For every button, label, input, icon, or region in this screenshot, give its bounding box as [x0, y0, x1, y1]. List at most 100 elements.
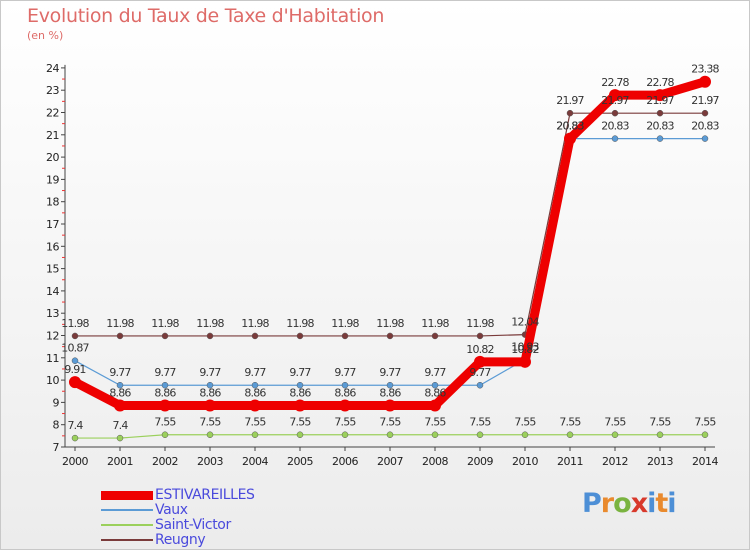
chart-title: Evolution du Taux de Taxe d'Habitation: [27, 5, 385, 27]
y-tick-label: 15: [46, 263, 59, 276]
legend-label: ESTIVAREILLES: [155, 487, 255, 503]
y-tick-label: 20: [46, 151, 59, 164]
data-point: [71, 434, 79, 442]
data-point: [206, 332, 214, 340]
data-label: 7.55: [559, 416, 581, 429]
data-label: 21.97: [691, 94, 719, 107]
legend-label: Vaux: [155, 502, 188, 518]
data-label: 20.83: [691, 120, 719, 133]
x-tick-label: 2010: [512, 455, 538, 468]
data-label: 22.78: [646, 76, 674, 89]
data-point: [386, 431, 394, 438]
data-label: 10.93: [511, 340, 539, 353]
data-point: [609, 89, 621, 102]
data-point: [161, 332, 169, 340]
y-tick-label: 8: [53, 419, 60, 432]
data-point: [116, 434, 124, 442]
data-point: [116, 332, 124, 340]
x-tick-label: 2005: [287, 455, 313, 468]
data-point: [116, 381, 124, 389]
data-label: 8.86: [289, 387, 311, 400]
y-tick-label: 7: [53, 441, 60, 454]
data-point: [566, 431, 574, 438]
data-label: 10.82: [511, 343, 539, 356]
data-label: 9.77: [334, 366, 356, 379]
data-label: 9.77: [244, 366, 266, 379]
data-label: 21.97: [646, 94, 674, 107]
data-point: [701, 135, 709, 142]
x-tick-label: 2007: [377, 455, 403, 468]
proxiti-logo: Proxiti: [582, 488, 677, 519]
data-label: 12.04: [511, 316, 539, 329]
data-label: 7.55: [424, 416, 446, 429]
data-label: 7.4: [112, 419, 128, 432]
data-label: 8.86: [244, 387, 266, 400]
data-point: [69, 376, 81, 389]
data-label: 9.77: [109, 366, 131, 379]
legend-label: Saint-Victor: [155, 517, 231, 533]
x-tick-label: 2006: [332, 455, 358, 468]
data-point: [296, 332, 304, 340]
data-label: 8.86: [379, 387, 401, 400]
data-point: [476, 381, 484, 389]
data-point: [296, 381, 304, 389]
data-label: 8.86: [109, 387, 131, 400]
data-label: 7.55: [244, 416, 266, 429]
x-tick-label: 2011: [557, 455, 583, 468]
data-point: [206, 381, 214, 389]
legend-swatch: [101, 503, 153, 517]
data-label: 7.55: [199, 416, 221, 429]
data-point: [296, 431, 304, 438]
data-label: 11.98: [151, 317, 179, 330]
legend-label: Reugny: [155, 532, 206, 548]
data-label: 11.98: [376, 317, 404, 330]
data-point: [474, 355, 486, 368]
data-label: 11.98: [61, 317, 89, 330]
data-label: 20.83: [556, 120, 584, 133]
data-label: 7.55: [379, 416, 401, 429]
data-label: 7.55: [469, 416, 491, 429]
data-label: 7.4: [67, 419, 83, 432]
data-label: 8.86: [199, 387, 221, 400]
legend-swatch: [101, 488, 153, 502]
data-label: 11.98: [331, 317, 359, 330]
data-label: 9.77: [379, 366, 401, 379]
data-point: [699, 75, 711, 88]
data-label: 7.55: [289, 416, 311, 429]
data-label: 7.55: [514, 416, 536, 429]
data-point: [519, 355, 531, 368]
data-point: [251, 431, 259, 438]
series-line-reugny: [74, 112, 706, 337]
data-label: 11.98: [421, 317, 449, 330]
legend-swatch: [101, 518, 153, 532]
data-label: 22.78: [601, 76, 629, 89]
data-point: [521, 431, 529, 438]
data-label: 11.98: [196, 317, 224, 330]
data-label: 8.86: [424, 387, 446, 400]
data-point: [251, 381, 259, 389]
data-label: 9.77: [289, 366, 311, 379]
data-label: 7.55: [604, 416, 626, 429]
data-point: [611, 431, 619, 438]
data-point: [564, 132, 576, 145]
data-point: [159, 399, 171, 412]
data-label: 7.55: [649, 416, 671, 429]
y-tick-label: 13: [46, 307, 59, 320]
data-label: 20.83: [601, 120, 629, 133]
data-point: [476, 431, 484, 438]
x-tick-label: 2002: [152, 455, 178, 468]
data-point: [656, 135, 664, 142]
data-point: [71, 332, 79, 340]
data-label: 23.38: [691, 63, 719, 76]
x-tick-label: 2004: [242, 455, 268, 468]
y-tick-label: 9: [53, 396, 60, 409]
x-tick-label: 2003: [197, 455, 223, 468]
chart-subtitle: (en %): [27, 29, 64, 42]
data-label: 7.55: [334, 416, 356, 429]
data-label: 20.83: [556, 120, 584, 133]
y-tick-label: 17: [46, 218, 59, 231]
y-tick-label: 10: [46, 374, 59, 387]
data-point: [566, 109, 574, 117]
y-tick-label: 16: [46, 240, 59, 253]
